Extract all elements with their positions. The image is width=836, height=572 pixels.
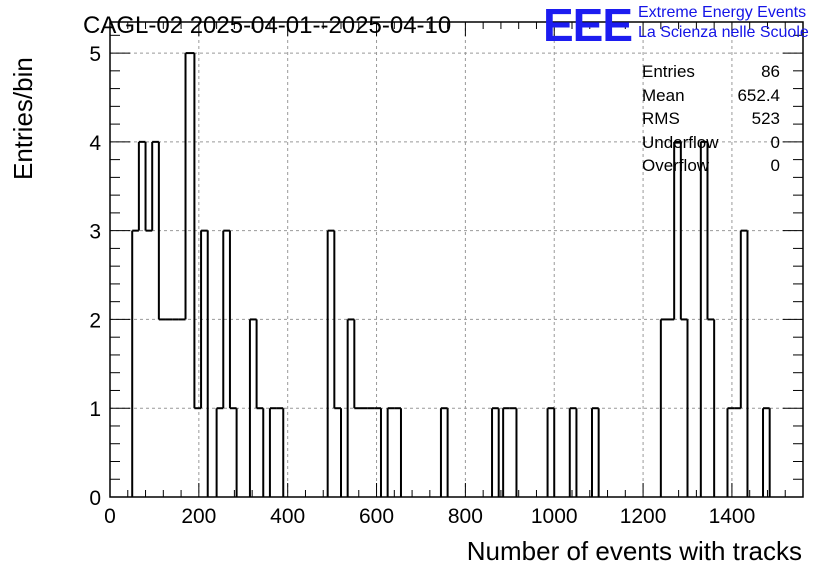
x-tick-label: 800	[448, 505, 483, 528]
y-axis-label: Entries/bin	[8, 57, 38, 180]
stat-value: 0	[770, 132, 780, 152]
x-tick-label: 1000	[531, 505, 578, 528]
stat-row-rms: RMS 523	[642, 107, 780, 131]
stat-row-underflow: Underflow 0	[642, 131, 780, 155]
chart-title: CAGL-02 2025-04-01--2025-04-10	[83, 12, 452, 39]
y-tick-label: 4	[89, 132, 101, 155]
y-tick-label: 2	[89, 309, 101, 332]
stat-row-entries: Entries 86	[642, 60, 780, 84]
logo-caption: Extreme Energy Events La Scienza nelle S…	[638, 3, 809, 43]
stat-label: Underflow	[642, 132, 719, 152]
stat-value: 523	[751, 109, 780, 128]
stat-value: 86	[761, 62, 780, 81]
x-tick-label: 400	[270, 505, 305, 528]
x-tick-label: 0	[104, 505, 116, 528]
y-tick-label: 3	[89, 221, 101, 244]
x-tick-label: 1200	[620, 505, 667, 528]
logo-caption-line2: La Scienza nelle Scuole	[638, 24, 809, 41]
x-tick-label: 1400	[709, 505, 756, 528]
stat-value: 652.4	[737, 85, 780, 105]
plot-frame	[109, 21, 804, 498]
stat-label: RMS	[642, 109, 680, 128]
eee-logo: EEE	[543, 0, 633, 51]
x-tick-label: 200	[181, 505, 216, 528]
x-tick-label: 600	[359, 505, 394, 528]
stat-row-mean: Mean 652.4	[642, 84, 780, 108]
stat-label: Overflow	[642, 156, 710, 175]
y-tick-label: 0	[89, 487, 101, 510]
stat-label: Entries	[642, 62, 695, 81]
stat-label: Mean	[642, 85, 685, 105]
stats-box: Entries 86 Mean 652.4 RMS 523 Underflow …	[642, 60, 780, 178]
logo-caption-line1: Extreme Energy Events	[638, 4, 807, 21]
stat-value: 0	[770, 156, 780, 175]
y-tick-label: 5	[89, 43, 101, 66]
y-tick-label: 1	[89, 398, 101, 421]
x-axis-label: Number of events with tracks	[466, 536, 802, 566]
stat-row-overflow: Overflow 0	[642, 154, 780, 178]
